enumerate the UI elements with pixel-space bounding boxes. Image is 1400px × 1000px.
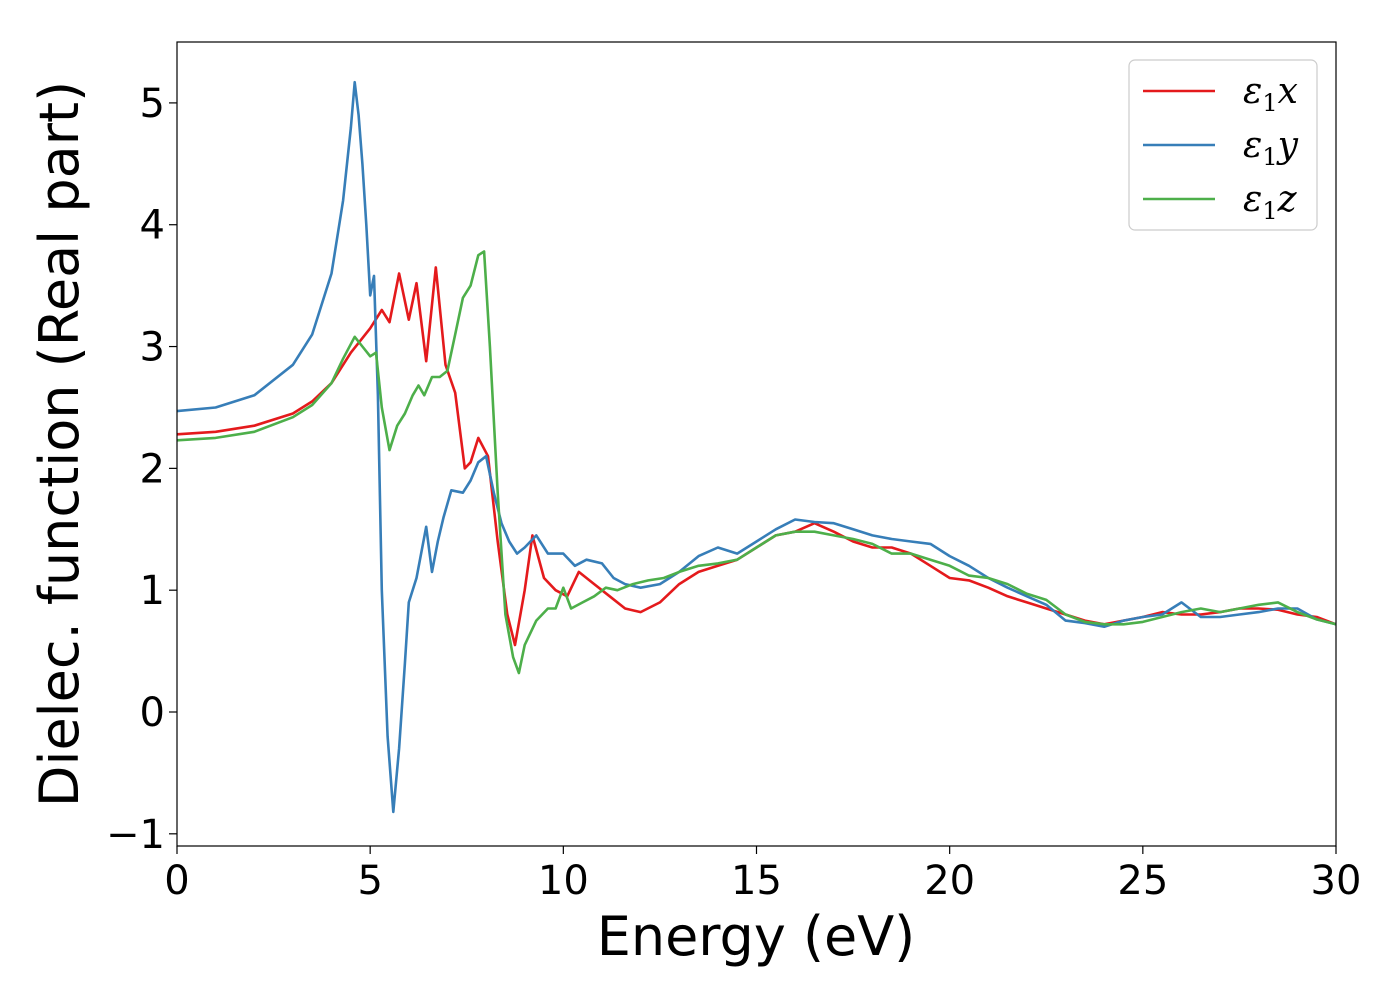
x-axis: 0 5 10 15 20 25 30 xyxy=(164,846,1361,904)
y-tick-label: 0 xyxy=(140,690,165,736)
x-tick-label: 30 xyxy=(1311,858,1362,904)
y-axis-title: Dielec. function (Real part) xyxy=(28,81,91,807)
y-tick-label: 4 xyxy=(140,203,165,249)
x-tick-label: 15 xyxy=(731,858,782,904)
y-tick-label: 5 xyxy=(140,81,165,127)
y-tick-label: 2 xyxy=(140,446,165,492)
legend: ε1x ε1y ε1z xyxy=(1128,59,1318,231)
legend-label-z: ε1z xyxy=(1243,179,1298,225)
x-axis-title: Energy (eV) xyxy=(597,905,916,968)
x-tick-label: 25 xyxy=(1117,858,1168,904)
series-line-y xyxy=(176,80,1337,814)
legend-label-x: ε1x xyxy=(1243,71,1298,117)
x-tick-label: 20 xyxy=(924,858,975,904)
x-tick-label: 10 xyxy=(538,858,589,904)
legend-box xyxy=(1128,59,1318,231)
legend-label-y: ε1y xyxy=(1243,125,1299,171)
x-tick-label: 5 xyxy=(357,858,382,904)
series-line-z xyxy=(176,250,1337,675)
x-tick-label: 0 xyxy=(164,858,189,904)
series-layer xyxy=(176,80,1337,814)
y-tick-label: −1 xyxy=(106,812,165,858)
y-tick-label: 1 xyxy=(140,568,165,614)
y-axis: −1 0 1 2 3 4 5 xyxy=(106,81,177,858)
y-tick-label: 3 xyxy=(140,325,165,371)
